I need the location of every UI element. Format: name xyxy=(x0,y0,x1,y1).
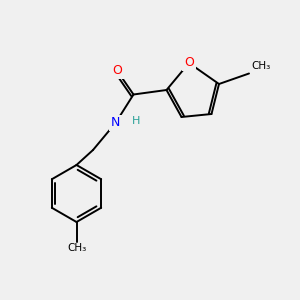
Text: CH₃: CH₃ xyxy=(67,243,86,253)
Text: H: H xyxy=(132,116,140,127)
Text: O: O xyxy=(112,64,122,77)
Text: O: O xyxy=(184,56,194,70)
Text: CH₃: CH₃ xyxy=(251,61,271,70)
Text: N: N xyxy=(111,116,120,130)
